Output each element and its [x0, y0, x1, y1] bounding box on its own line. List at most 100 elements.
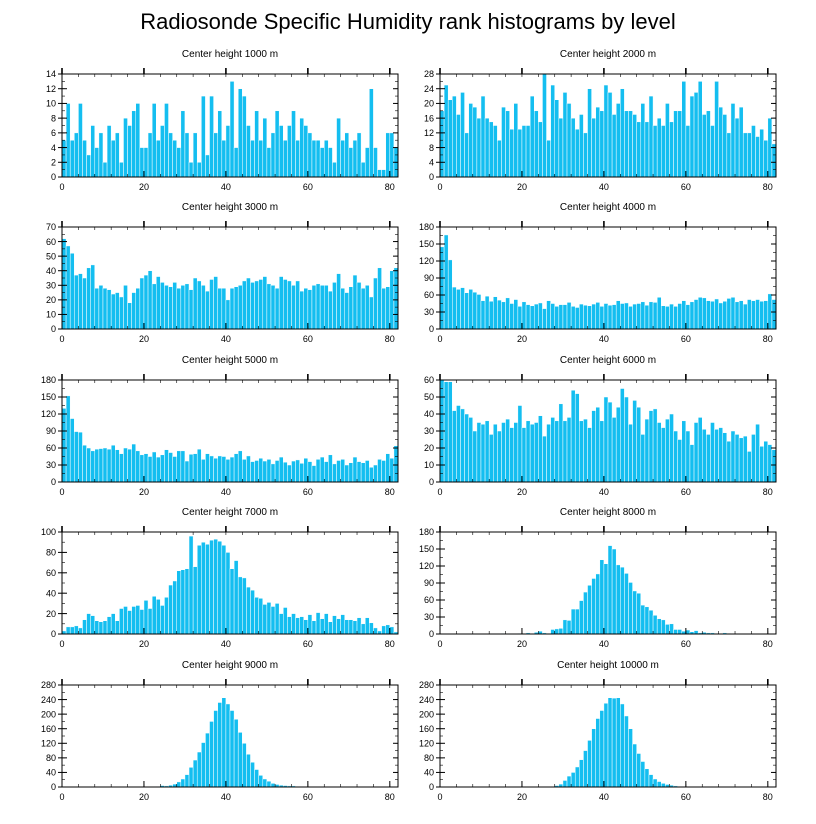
histogram-bar: [722, 432, 728, 483]
histogram-bar: [184, 774, 190, 788]
histogram-bar: [632, 400, 637, 483]
histogram-bar: [587, 585, 592, 635]
x-tick-label: 40: [599, 487, 609, 497]
histogram-bar: [164, 449, 169, 483]
y-tick-label: 120: [419, 256, 434, 266]
histogram-bar: [681, 420, 687, 483]
histogram-bar: [180, 110, 186, 178]
histogram-bar: [652, 408, 658, 483]
histogram-bar: [759, 300, 764, 330]
histogram-bar: [348, 619, 354, 635]
x-tick-label: 40: [599, 792, 609, 802]
y-tick-label: 180: [419, 527, 434, 537]
histogram-bar: [513, 299, 519, 330]
histogram-bar: [595, 718, 601, 788]
histogram-bar: [373, 464, 378, 483]
histogram-bar: [726, 440, 732, 483]
histogram-bar: [283, 607, 288, 635]
histogram-bar: [98, 132, 104, 178]
y-tick-label: 30: [424, 426, 434, 436]
histogram-bar: [262, 460, 268, 483]
y-tick-label: 12: [46, 84, 56, 94]
histogram-bar: [168, 452, 173, 483]
histogram-bar: [65, 395, 71, 483]
histogram-bar: [689, 444, 695, 483]
histogram-bar: [701, 297, 707, 330]
histogram-bar: [542, 308, 547, 330]
histogram-bar: [624, 573, 629, 635]
y-tick-label: 150: [419, 239, 434, 249]
histogram-bar: [336, 460, 341, 483]
x-tick-label: 40: [599, 182, 609, 192]
histogram-bar: [323, 613, 329, 635]
histogram-bar: [636, 406, 642, 483]
histogram-bar: [554, 628, 560, 635]
histogram-bar: [340, 287, 345, 330]
y-tick-label: 14: [46, 69, 56, 79]
histogram-bar: [254, 280, 259, 330]
histogram-bar: [648, 95, 654, 178]
y-tick-label: 0: [51, 629, 56, 639]
x-tick-label: 80: [763, 334, 773, 344]
histogram-bar: [295, 617, 300, 635]
histogram-bar: [550, 417, 555, 483]
panel-title: Center height 7000 m: [182, 507, 278, 518]
histogram-bar: [636, 303, 642, 330]
histogram-bar: [217, 455, 223, 483]
histogram-bar: [706, 434, 711, 483]
histogram-bar: [295, 139, 300, 178]
histogram-bar: [201, 95, 206, 178]
histogram-bar: [722, 114, 728, 178]
histogram-bar: [677, 303, 683, 330]
histogram-bar: [172, 282, 177, 330]
x-tick-label: 80: [385, 639, 395, 649]
histogram-bar: [583, 750, 588, 788]
histogram-bar: [369, 88, 374, 178]
histogram-bar: [160, 605, 165, 635]
histogram-bar: [369, 467, 374, 483]
histogram-bar: [291, 613, 296, 635]
histogram-bar: [356, 617, 362, 635]
histogram-bar: [115, 449, 120, 483]
histogram-bar: [644, 768, 650, 788]
histogram-bar: [205, 290, 210, 330]
y-tick-label: 28: [424, 69, 434, 79]
histogram-bar: [205, 453, 210, 483]
histogram-bar: [570, 389, 576, 483]
histogram-bar: [291, 110, 296, 178]
histogram-bar: [143, 453, 149, 483]
y-tick-label: 0: [429, 477, 434, 487]
histogram-bar: [82, 619, 87, 635]
histogram-bar: [233, 560, 239, 635]
histogram-bar: [480, 95, 486, 178]
histogram-bar: [665, 418, 670, 483]
histogram-bar: [188, 535, 194, 635]
histogram-bar: [468, 103, 474, 178]
histogram-bar: [82, 277, 87, 330]
histogram-bar: [151, 103, 157, 178]
histogram-bar: [254, 110, 259, 178]
histogram-bar: [315, 459, 321, 483]
histogram-bar: [697, 297, 703, 330]
y-tick-label: 150: [41, 392, 56, 402]
histogram-bar: [599, 559, 605, 635]
histogram-bar: [385, 286, 391, 330]
histogram-bar: [98, 285, 104, 330]
histogram-bar: [476, 422, 482, 483]
histogram-bar: [546, 423, 551, 483]
histogram-bar: [168, 584, 173, 635]
histogram-bar: [730, 430, 736, 483]
histogram-bar: [69, 252, 75, 330]
histogram-bar: [336, 618, 341, 635]
histogram-bar: [250, 761, 255, 788]
histogram-bar: [501, 106, 506, 178]
histogram-bar: [307, 132, 313, 178]
histogram-bar: [488, 121, 494, 178]
histogram-bar: [447, 259, 453, 330]
histogram-bar: [287, 464, 292, 483]
histogram-bar: [624, 396, 629, 483]
panel-title: Center height 10000 m: [557, 660, 659, 671]
histogram-bar: [135, 450, 141, 483]
histogram-bar: [201, 742, 206, 788]
histogram-bar: [74, 274, 79, 330]
